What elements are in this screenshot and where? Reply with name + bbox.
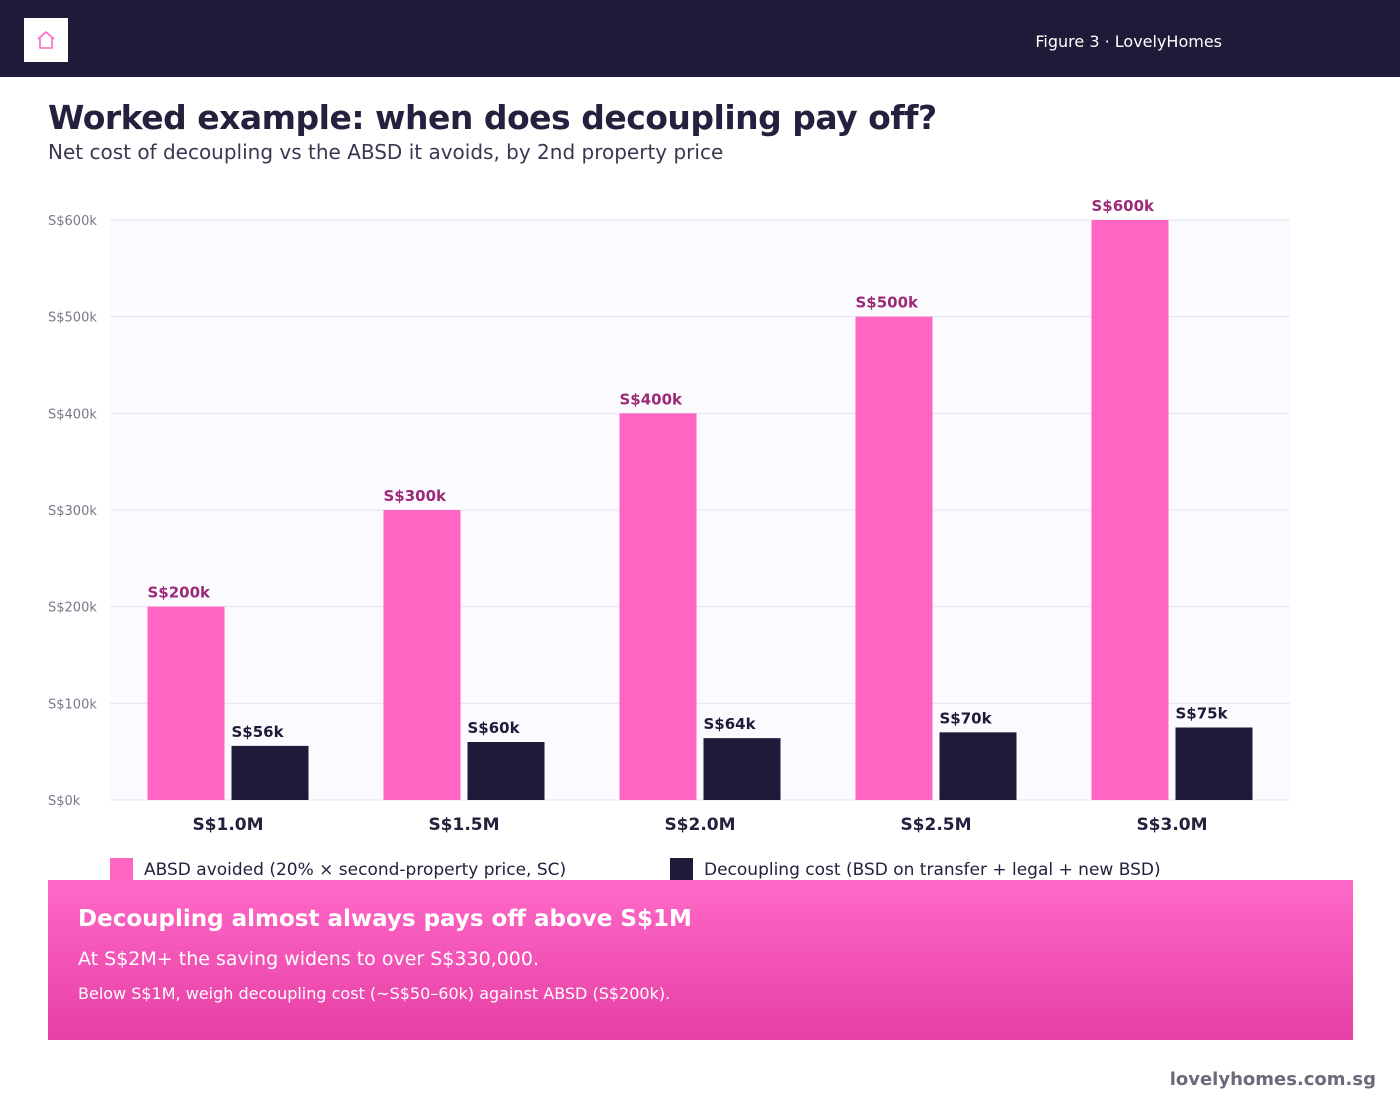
callout-line-1: At S$2M+ the saving widens to over S$330… bbox=[78, 948, 540, 970]
legend-label-absd: ABSD avoided (20% × second-property pric… bbox=[144, 860, 567, 880]
data-label-decoupling: S$60k bbox=[468, 719, 521, 737]
bar-decoupling bbox=[231, 745, 309, 800]
data-label-absd: S$600k bbox=[1092, 197, 1156, 215]
bar-decoupling bbox=[703, 738, 781, 800]
bar-absd bbox=[383, 510, 461, 800]
callout-headline: Decoupling almost always pays off above … bbox=[78, 906, 692, 932]
data-label-absd: S$200k bbox=[148, 584, 212, 602]
x-tick-label: S$2.5M bbox=[900, 815, 971, 835]
x-tick-label: S$3.0M bbox=[1136, 815, 1207, 835]
callout-box: Decoupling almost always pays off above … bbox=[48, 880, 1353, 1040]
chart-title: Worked example: when does decoupling pay… bbox=[48, 98, 937, 137]
y-tick-label: S$300k bbox=[48, 504, 97, 519]
y-tick-label: S$500k bbox=[48, 311, 97, 326]
chart-subtitle: Net cost of decoupling vs the ABSD it av… bbox=[48, 140, 724, 164]
legend-label-decoupling: Decoupling cost (BSD on transfer + legal… bbox=[704, 860, 1161, 880]
data-label-absd: S$300k bbox=[384, 487, 448, 505]
legend-item-decoupling: Decoupling cost (BSD on transfer + legal… bbox=[670, 858, 1161, 882]
chart-legend: ABSD avoided (20% × second-property pric… bbox=[110, 858, 1310, 882]
bar-decoupling bbox=[467, 742, 545, 800]
legend-swatch-absd bbox=[110, 858, 133, 882]
y-tick-label: S$100k bbox=[48, 697, 97, 712]
y-tick-label: S$200k bbox=[48, 601, 97, 616]
legend-swatch-decoupling bbox=[670, 858, 693, 882]
house-icon bbox=[37, 31, 55, 49]
bar-absd bbox=[619, 413, 697, 800]
data-label-absd: S$500k bbox=[856, 294, 920, 312]
data-label-decoupling: S$75k bbox=[1176, 705, 1229, 723]
data-label-decoupling: S$56k bbox=[232, 723, 285, 741]
data-label-decoupling: S$64k bbox=[704, 715, 757, 733]
bar-decoupling bbox=[939, 732, 1017, 800]
legend-item-absd: ABSD avoided (20% × second-property pric… bbox=[110, 858, 566, 882]
footer-url[interactable]: lovelyhomes.com.sg bbox=[1169, 1069, 1376, 1090]
data-label-absd: S$400k bbox=[620, 390, 684, 408]
bar-absd bbox=[147, 606, 225, 800]
bar-chart: S$0k S$100k S$200k S$300k S$400k S$500k S$600k… bbox=[48, 197, 1290, 835]
y-tick-label: S$0k bbox=[48, 794, 81, 809]
y-tick-label: S$600k bbox=[48, 214, 97, 229]
bar-absd bbox=[855, 316, 933, 800]
logo[interactable] bbox=[24, 18, 68, 62]
bar-decoupling bbox=[1175, 727, 1253, 800]
bar-absd bbox=[1091, 220, 1169, 800]
x-tick-label: S$2.0M bbox=[664, 815, 735, 835]
figure-label: Figure 3 · LovelyHomes bbox=[1035, 32, 1222, 51]
x-tick-label: S$1.5M bbox=[428, 815, 499, 835]
callout-line-2: Below S$1M, weigh decoupling cost (~S$50… bbox=[78, 984, 671, 1003]
y-tick-label: S$400k bbox=[48, 407, 97, 422]
top-bar: Figure 3 · LovelyHomes bbox=[0, 0, 1400, 77]
data-label-decoupling: S$70k bbox=[940, 709, 993, 727]
x-tick-label: S$1.0M bbox=[192, 815, 263, 835]
